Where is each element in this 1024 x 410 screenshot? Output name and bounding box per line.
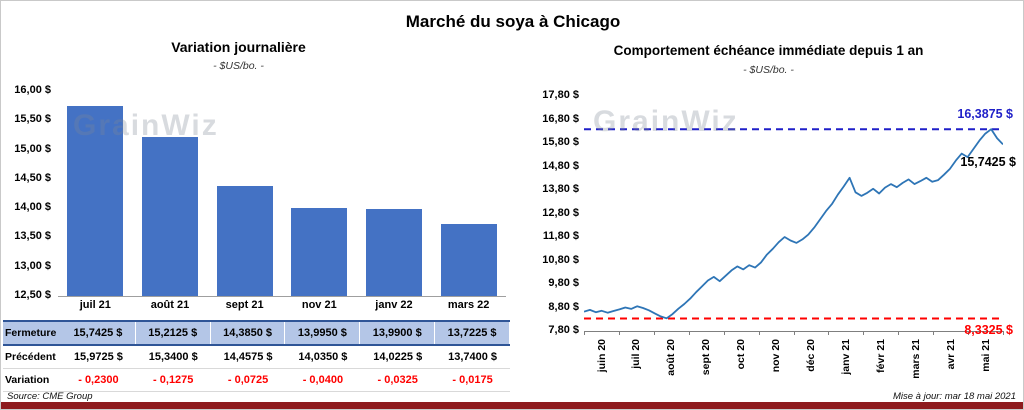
left-chart-title: Variation journalière — [171, 39, 306, 55]
table-cell: 13,9900 $ — [360, 322, 436, 344]
right-x-tick-label: juin 20 — [595, 339, 608, 373]
table-cell: 15,9725 $ — [73, 351, 123, 363]
right-y-tick-label: 11,80 $ — [542, 230, 579, 242]
left-x-tick-label: août 21 — [150, 299, 190, 311]
table-cell: 13,7400 $ — [448, 351, 498, 363]
max-value-label: 16,3875 $ — [957, 107, 1013, 121]
bar-mars-22 — [440, 224, 497, 296]
left-y-tick-label: 14,50 $ — [14, 171, 51, 184]
bar-sept-21 — [216, 185, 273, 296]
right-y-tick-label: 14,80 $ — [542, 159, 579, 172]
table-cell: 15,2125 $ — [136, 322, 211, 344]
left-x-axis: juil 21 août 21 sept 21 nov 21 janv 22 mars 2… — [58, 299, 506, 314]
right-x-tick-label: mai 21 — [979, 339, 992, 372]
last-value-label: 15,7425 $ — [960, 155, 1016, 169]
table-cell: 15,3400 $ — [148, 351, 198, 363]
left-y-tick-label: 12,50 $ — [14, 289, 51, 301]
table-cell: 15,7425 $ — [61, 322, 136, 344]
right-y-axis: 17,80 $ 16,80 $ 15,80 $ 14,80 $ 13,80 $ 12,80… — [517, 1, 579, 409]
left-chart-subtitle: - $US/bo. - — [213, 60, 264, 72]
table-cell: 13,9950 $ — [285, 322, 361, 344]
table-cell: 14,0225 $ — [373, 351, 423, 363]
left-y-tick-label: 15,50 $ — [14, 113, 51, 126]
price-line-chart — [583, 128, 1004, 320]
left-x-tick-label: janv 22 — [375, 299, 413, 311]
right-x-tick-label: mars 21 — [909, 339, 922, 379]
table-row-précédent: Précédent 15,9725 $ 15,3400 $ 14,4575 $ 14,0… — [3, 346, 510, 369]
left-y-tick-label: 15,00 $ — [14, 142, 51, 155]
page-title: Marché du soya à Chicago — [405, 12, 621, 31]
price-series-line — [583, 128, 1004, 320]
min-value-label: 8,3325 $ — [964, 323, 1013, 337]
right-x-tick-label: janv 21 — [839, 339, 852, 375]
right-y-tick-label: 7,80 $ — [548, 324, 579, 336]
table-cell: - 0,2300 — [78, 374, 119, 386]
right-chart-subtitle: - $US/bo. - — [743, 64, 794, 76]
right-y-tick-label: 12,80 $ — [542, 206, 579, 219]
table-cell: - 0,0325 — [377, 374, 418, 386]
right-x-tick-label: avr 21 — [944, 339, 957, 370]
right-y-tick-label: 9,80 $ — [548, 277, 579, 289]
left-x-tick-label: juil 21 — [79, 299, 111, 311]
table-row-variation: Variation - 0,2300 - 0,1275 - 0,0725 - 0,040… — [3, 369, 510, 392]
left-y-tick-label: 13,00 $ — [14, 259, 51, 272]
left-x-tick-label: mars 22 — [447, 299, 490, 311]
left-x-tick-label: sept 21 — [225, 299, 264, 311]
table-cell: - 0,0175 — [452, 374, 493, 386]
right-y-tick-label: 16,80 $ — [542, 112, 579, 125]
right-x-tick-label: déc 20 — [805, 339, 817, 372]
source-note: Source: CME Group — [7, 391, 93, 402]
right-x-tick-label: juil 20 — [630, 339, 643, 369]
table-row-label: Précédent — [5, 351, 56, 363]
bar-janv-22 — [366, 208, 422, 296]
right-y-tick-label: 13,80 $ — [542, 183, 579, 195]
table-cell: - 0,0400 — [302, 374, 344, 386]
right-y-tick-label: 8,80 $ — [548, 300, 579, 313]
table-cell: 14,0350 $ — [298, 351, 348, 363]
right-chart-title: Comportement échéance immédiate depuis 1… — [613, 43, 924, 58]
line-chart-plot — [583, 96, 1004, 332]
update-note: Mise à jour: mar 18 mai 2021 — [892, 391, 1016, 402]
table-row-label: Fermeture — [5, 327, 57, 339]
table-cell: 14,3850 $ — [211, 322, 286, 344]
bar-nov-21 — [291, 208, 348, 296]
right-y-tick-label: 15,80 $ — [542, 136, 579, 148]
right-y-tick-label: 17,80 $ — [542, 89, 579, 101]
left-y-tick-label: 16,00 $ — [14, 84, 51, 96]
left-y-axis: 16,00 $ 15,50 $ 15,00 $ 14,50 $ 14,00 $ 13,50… — [1, 1, 51, 409]
left-y-tick-label: 14,00 $ — [14, 201, 51, 214]
right-x-tick-label: févr 21 — [874, 339, 887, 373]
right-x-tick-label: oct 20 — [735, 339, 748, 370]
table-cell: 14,4575 $ — [223, 351, 273, 363]
left-y-tick-label: 13,50 $ — [14, 230, 51, 243]
table-cell: - 0,1275 — [153, 374, 194, 386]
right-y-tick-label: 10,80 $ — [542, 253, 579, 266]
right-x-tick-label: nov 20 — [770, 339, 782, 373]
table-cell: - 0,0725 — [227, 374, 269, 386]
bar-août-21 — [142, 137, 198, 296]
left-x-tick-label: nov 21 — [301, 299, 337, 311]
bottom-accent-bar — [1, 402, 1023, 409]
table-cell: 13,7225 $ — [435, 322, 510, 344]
summary-table: Fermeture 15,7425 $15,2125 $14,3850 $13,9… — [3, 320, 510, 392]
table-row-fermeture: Fermeture 15,7425 $15,2125 $14,3850 $13,9… — [3, 320, 510, 346]
table-row-label: Variation — [5, 374, 50, 386]
bar-chart-plot — [58, 91, 506, 297]
right-x-tick-label: août 20 — [665, 339, 678, 376]
right-x-tick-label: sept 20 — [700, 339, 713, 376]
bar-juil-21 — [67, 106, 124, 296]
